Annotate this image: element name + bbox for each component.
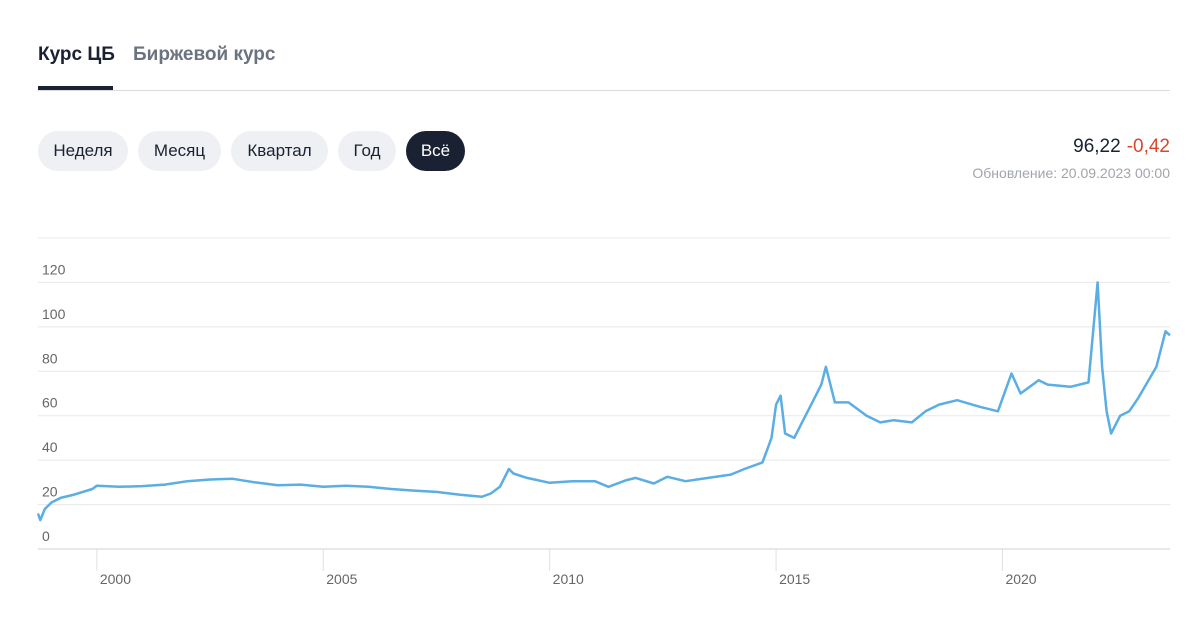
line bbox=[36, 281, 1171, 522]
period-button[interactable]: Квартал bbox=[231, 131, 328, 171]
tab[interactable]: Биржевой курс bbox=[133, 44, 276, 65]
y-tick-label: 0 bbox=[42, 528, 50, 544]
y-tick-label: 120 bbox=[42, 261, 66, 277]
y-tick-label: 80 bbox=[42, 350, 58, 366]
period-button[interactable]: Неделя bbox=[38, 131, 128, 171]
y-tick-label: 60 bbox=[42, 395, 58, 411]
y-tick-label: 100 bbox=[42, 306, 66, 322]
period-button[interactable]: Всё bbox=[406, 131, 465, 171]
x-tick-label: 2000 bbox=[100, 571, 131, 587]
active-tab-underline bbox=[38, 86, 113, 90]
y-tick-label: 40 bbox=[42, 439, 58, 455]
change: -0,42 bbox=[1126, 136, 1170, 157]
y-tick-label: 20 bbox=[42, 484, 58, 500]
price: 96,22 bbox=[1073, 136, 1121, 157]
x-tick-label: 2020 bbox=[1005, 571, 1036, 587]
divider bbox=[38, 90, 1170, 91]
quote: 96,22 -0,42 bbox=[1073, 136, 1170, 158]
x-tick-label: 2010 bbox=[553, 571, 584, 587]
x-tick-label: 2015 bbox=[779, 571, 810, 587]
update-time: Обновление: 20.09.2023 00:00 bbox=[972, 165, 1170, 181]
x-tick-label: 2005 bbox=[326, 571, 357, 587]
period-button[interactable]: Год bbox=[338, 131, 396, 171]
period-button[interactable]: Месяц bbox=[138, 131, 221, 171]
tab[interactable]: Курс ЦБ bbox=[38, 44, 115, 65]
